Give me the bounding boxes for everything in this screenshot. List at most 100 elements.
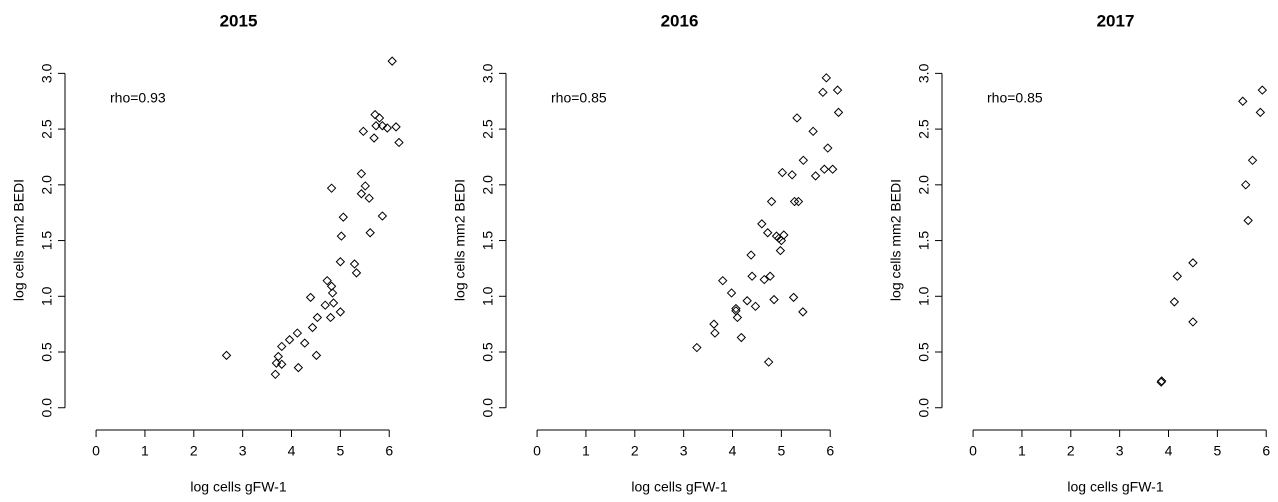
point	[789, 196, 800, 207]
point	[742, 296, 752, 306]
point	[798, 155, 809, 166]
chart-title: 2015	[220, 11, 258, 30]
point	[1257, 85, 1268, 95]
point	[779, 230, 789, 240]
point	[356, 168, 367, 179]
point	[299, 338, 310, 348]
point	[270, 369, 281, 380]
chart-title: 2016	[661, 11, 699, 30]
x-tick-label: 2	[1067, 443, 1075, 459]
point	[351, 268, 362, 278]
point	[1188, 258, 1198, 268]
point	[757, 219, 767, 229]
point	[766, 196, 777, 207]
y-tick-label: 2.5	[480, 119, 496, 139]
point	[763, 357, 774, 367]
point	[335, 307, 346, 317]
y-tick-label: 0.0	[39, 398, 55, 418]
point	[377, 211, 388, 221]
annotation: rho=0.85	[987, 90, 1043, 106]
y-tick-label: 0.5	[916, 342, 932, 362]
y-tick-label: 0.0	[916, 398, 932, 418]
point	[271, 358, 282, 368]
point	[1247, 155, 1258, 166]
y-tick-label: 1.5	[39, 231, 55, 251]
point	[759, 274, 769, 285]
point	[1243, 215, 1253, 226]
point	[819, 164, 830, 174]
y-axis-label: log cells mm2 BEDI	[452, 179, 468, 301]
point	[732, 312, 743, 323]
y-tick-label: 2.0	[480, 175, 496, 195]
point	[349, 259, 360, 269]
point	[1255, 107, 1266, 118]
y-axis-label: log cells mm2 BEDI	[888, 179, 904, 301]
annotation: rho=0.85	[551, 90, 607, 106]
point	[750, 301, 761, 312]
point	[709, 319, 719, 329]
point	[322, 275, 332, 286]
x-axis-label: log cells gFW-1	[1067, 479, 1163, 495]
x-tick-label: 5	[777, 443, 785, 459]
point	[382, 123, 392, 133]
point	[326, 183, 337, 193]
x-tick-label: 4	[1165, 443, 1173, 459]
point	[718, 275, 728, 286]
point	[692, 342, 702, 353]
point	[793, 196, 804, 207]
point	[710, 328, 720, 338]
point	[736, 332, 747, 343]
point	[293, 362, 304, 373]
point	[747, 271, 757, 281]
point	[358, 126, 369, 137]
point	[320, 300, 330, 310]
x-tick-label: 3	[680, 443, 688, 459]
x-tick-label: 0	[969, 443, 977, 459]
point	[1238, 96, 1248, 106]
x-tick-label: 4	[729, 443, 737, 459]
point	[394, 137, 404, 148]
point	[305, 292, 316, 303]
x-tick-label: 6	[1262, 443, 1270, 459]
x-tick-label: 0	[533, 443, 541, 459]
y-tick-label: 2.5	[916, 119, 932, 139]
x-tick-label: 1	[1018, 443, 1026, 459]
point	[726, 288, 737, 298]
annotation: rho=0.93	[110, 90, 166, 106]
point	[792, 113, 802, 123]
point	[277, 341, 287, 352]
point	[325, 312, 336, 323]
y-tick-label: 0.5	[39, 342, 55, 362]
y-tick-label: 1.0	[39, 286, 55, 306]
point	[810, 171, 821, 181]
y-tick-label: 0.0	[480, 398, 496, 418]
x-tick-label: 6	[385, 443, 393, 459]
y-tick-label: 3.0	[916, 63, 932, 83]
point	[328, 298, 339, 308]
point	[798, 307, 808, 317]
y-tick-label: 3.0	[480, 63, 496, 83]
x-tick-label: 3	[239, 443, 247, 459]
x-axis-label: log cells gFW-1	[190, 479, 286, 495]
point	[762, 228, 773, 238]
x-tick-label: 4	[288, 443, 296, 459]
point	[391, 122, 401, 132]
point	[833, 107, 844, 118]
point	[365, 228, 375, 238]
point	[356, 189, 367, 199]
point	[311, 350, 322, 361]
point	[1169, 297, 1180, 307]
point	[364, 193, 374, 203]
x-tick-label: 6	[826, 443, 834, 459]
x-tick-label: 5	[336, 443, 344, 459]
point	[277, 359, 287, 369]
point	[292, 328, 303, 338]
point	[387, 56, 397, 66]
chart-title: 2017	[1097, 11, 1135, 30]
x-axis-label: log cells gFW-1	[631, 479, 727, 495]
point	[731, 303, 741, 314]
point	[377, 121, 388, 131]
point	[1156, 376, 1167, 386]
point	[307, 322, 318, 333]
